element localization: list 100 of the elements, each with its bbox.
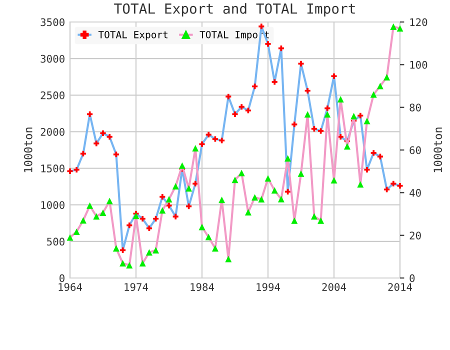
point: [304, 111, 311, 118]
point: [292, 122, 298, 128]
point: [80, 217, 86, 224]
point: [232, 176, 238, 184]
point: [80, 150, 86, 156]
y-tick-label: 3500: [40, 18, 64, 26]
x-tick-label: 1994: [256, 283, 280, 291]
y-tick-label: 1000: [41, 201, 64, 209]
point: [232, 111, 238, 117]
point: [225, 256, 232, 262]
point: [358, 112, 364, 118]
point: [278, 46, 284, 52]
y-axis-title: 1000ton: [24, 128, 32, 172]
point: [212, 136, 218, 142]
point: [86, 202, 94, 209]
point: [146, 249, 152, 256]
point: [252, 84, 258, 90]
point: [152, 247, 160, 254]
point: [318, 128, 324, 134]
point: [324, 111, 331, 118]
point: [271, 187, 278, 194]
point: [298, 60, 304, 66]
point: [199, 141, 205, 147]
point: [100, 130, 106, 136]
point: [258, 196, 265, 203]
point: [66, 234, 74, 241]
point: [87, 111, 93, 117]
point: [172, 214, 178, 220]
point: [330, 177, 338, 184]
y2-tick-label: 40: [410, 188, 421, 197]
point: [73, 228, 80, 235]
point: [364, 166, 370, 173]
point: [390, 23, 397, 30]
point: [160, 194, 166, 200]
point: [264, 175, 272, 182]
x-tick-label: 2014: [388, 283, 412, 291]
point: [172, 183, 179, 190]
point: [258, 24, 264, 30]
y-tick-label: 3000: [40, 54, 64, 63]
point: [397, 183, 403, 189]
y-tick-label: 2500: [40, 91, 64, 100]
point: [219, 138, 225, 144]
point: [205, 234, 212, 240]
point: [100, 209, 106, 216]
point: [384, 74, 390, 81]
point: [272, 79, 278, 85]
point: [396, 25, 404, 32]
point: [291, 217, 298, 224]
point: [198, 224, 206, 230]
point: [166, 196, 172, 203]
point: [159, 207, 166, 214]
point: [390, 180, 396, 186]
point: [178, 162, 186, 169]
legend-label: TOTAL Export: [98, 30, 168, 40]
point: [324, 106, 330, 112]
point: [278, 196, 284, 202]
point: [318, 217, 324, 224]
point: [238, 104, 244, 110]
point: [304, 88, 310, 94]
point: [67, 168, 73, 174]
point: [126, 262, 133, 268]
point: [298, 170, 304, 177]
x-tick-label: 1974: [124, 283, 148, 291]
point: [337, 96, 344, 102]
point: [284, 155, 292, 162]
point: [310, 213, 318, 220]
point: [132, 212, 140, 220]
x-tick-label: 1964: [58, 283, 82, 291]
point: [384, 186, 390, 192]
point: [126, 222, 132, 228]
point: [370, 150, 376, 156]
y2-tick-label: 0: [410, 274, 415, 282]
y-tick-label: 2000: [40, 128, 64, 136]
point: [377, 154, 383, 160]
point: [113, 152, 119, 158]
point: [206, 132, 212, 138]
y2-tick-label: 80: [410, 104, 421, 112]
y-tick-label: 1500: [41, 164, 64, 172]
point: [94, 140, 100, 146]
y-tick-label: 0: [60, 274, 64, 282]
point: [120, 260, 126, 267]
point: [112, 245, 120, 252]
y-tick-label: 500: [47, 238, 64, 246]
point: [93, 213, 100, 220]
point: [226, 94, 232, 100]
y2-tick-label: 100: [410, 60, 428, 69]
point: [212, 245, 218, 252]
point: [265, 41, 271, 47]
y2-axis-title: 1000ton: [434, 128, 442, 172]
y2-tick-label: 20: [410, 232, 421, 240]
x-tick-label: 2004: [322, 283, 346, 291]
point: [252, 194, 258, 201]
point: [106, 198, 113, 204]
x-tick-label: 1984: [190, 283, 214, 291]
point: [244, 209, 252, 216]
point: [218, 196, 226, 204]
point: [140, 216, 146, 222]
point: [238, 170, 245, 176]
point: [357, 181, 364, 188]
point: [106, 134, 112, 140]
